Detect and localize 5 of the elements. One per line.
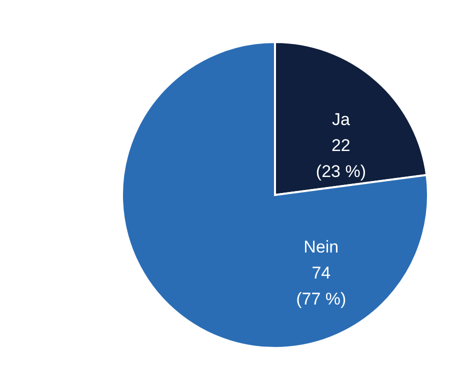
data-label: 74 (77 %) (296, 264, 346, 309)
slice-label: Nein (304, 238, 339, 257)
slice-label: Ja (332, 110, 350, 129)
pie-slice (121, 41, 429, 349)
data-label: 22 (23 %) (316, 136, 366, 181)
